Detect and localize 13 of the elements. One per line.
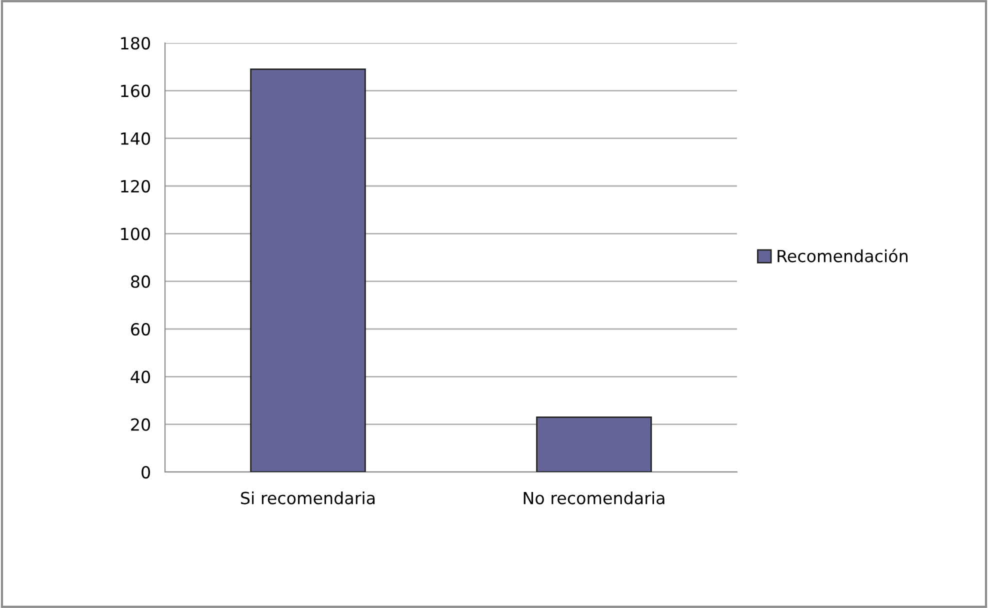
y-tick-label: 160 bbox=[121, 84, 150, 98]
y-tick-label: 0 bbox=[142, 466, 150, 479]
legend-label: Recomendación bbox=[778, 248, 908, 262]
y-tick-label: 60 bbox=[131, 322, 150, 336]
y-tick-label: 140 bbox=[121, 132, 150, 145]
y-tick-label: 120 bbox=[121, 180, 150, 193]
x-tick-label: No recomendaria bbox=[524, 491, 664, 504]
y-tick-label: 20 bbox=[131, 418, 150, 431]
y-tick-label: 100 bbox=[121, 228, 150, 240]
y-tick-label: 80 bbox=[131, 275, 150, 288]
y-tick-label: 180 bbox=[121, 36, 150, 50]
y-tick-label: 40 bbox=[130, 370, 150, 384]
x-tick-label: Si recomendaria bbox=[241, 491, 375, 504]
